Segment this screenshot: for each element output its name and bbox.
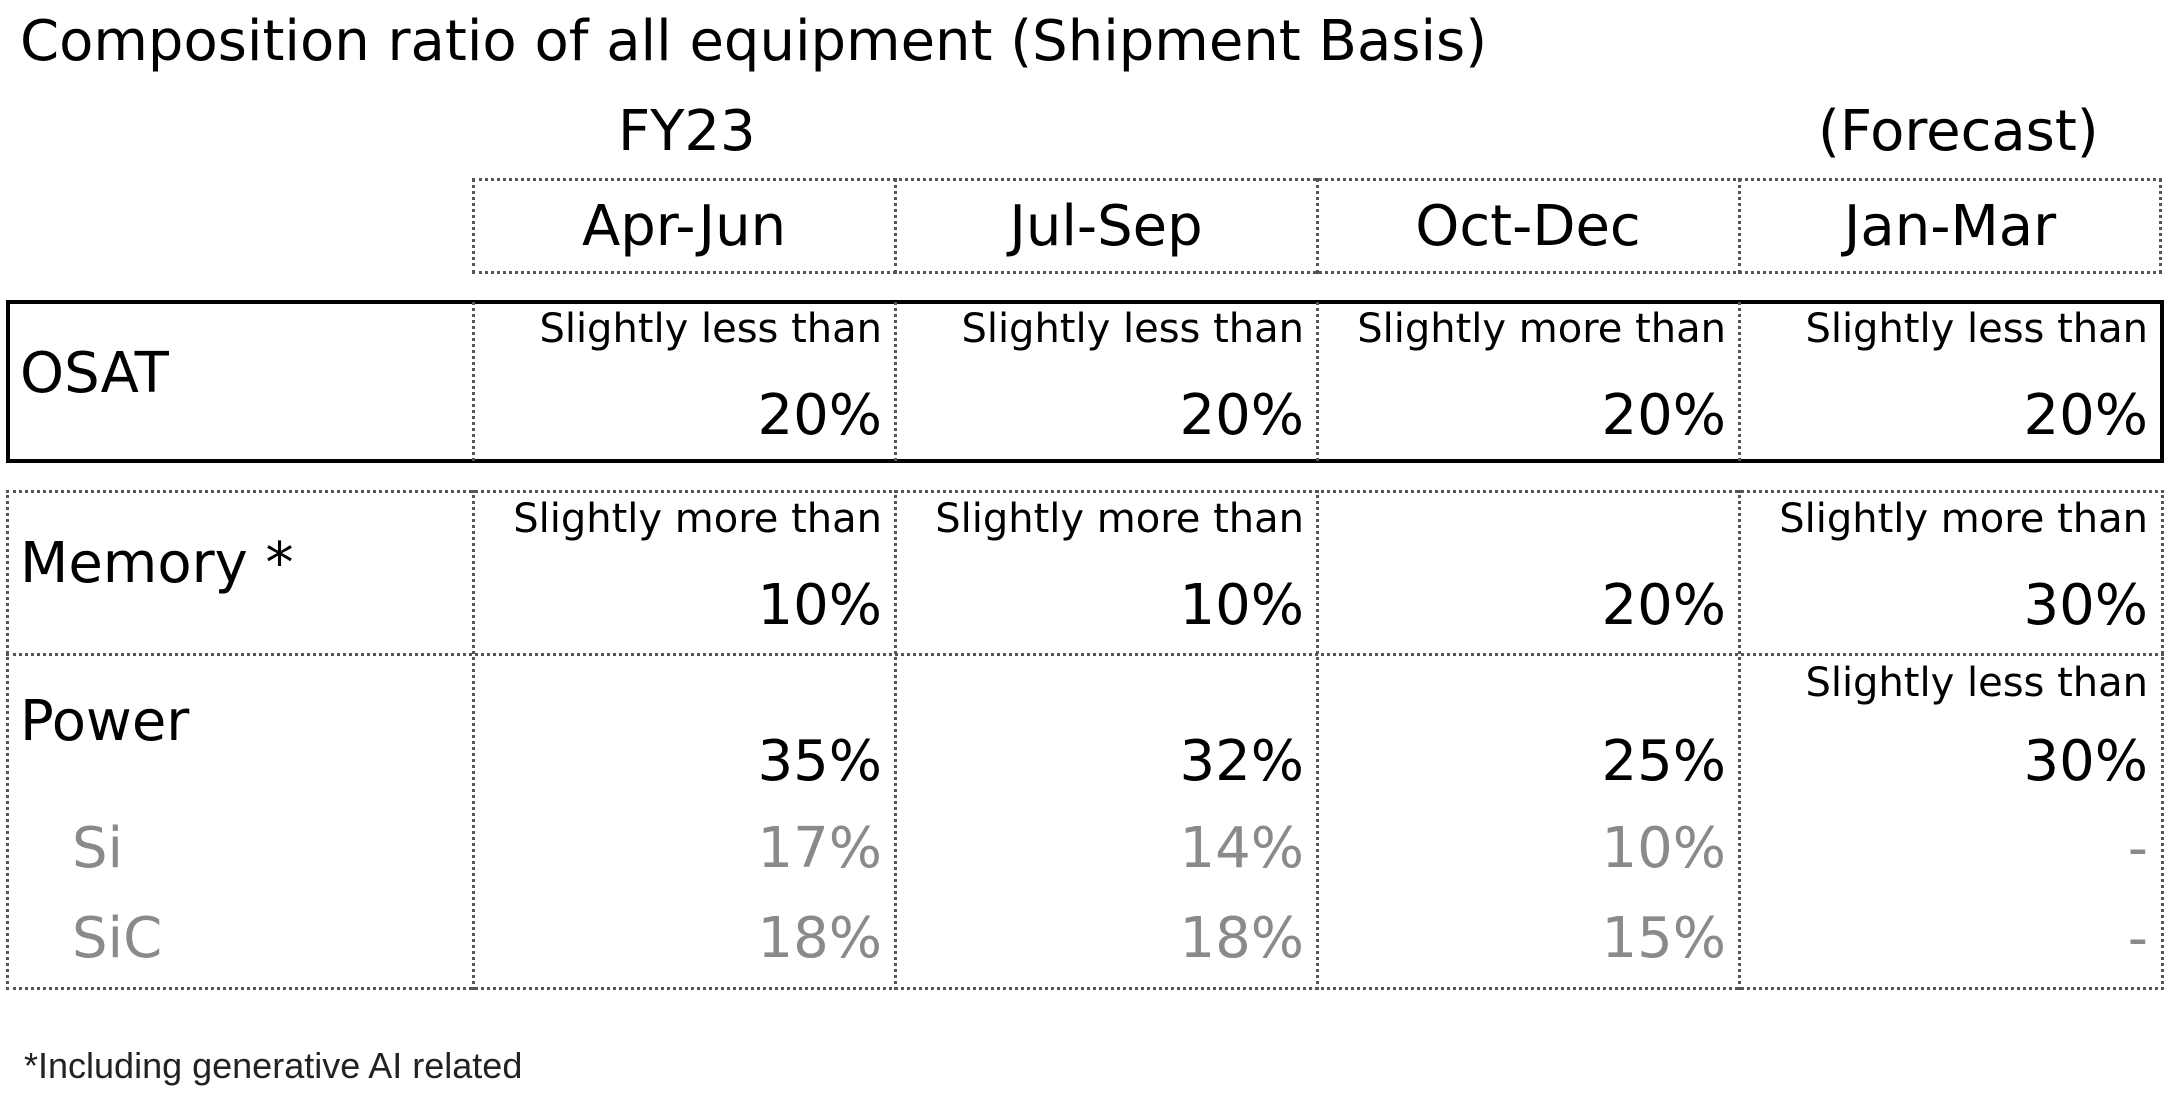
power-value: 25%	[1601, 729, 1726, 794]
osat-value: 20%	[1179, 383, 1304, 448]
column-divider	[894, 178, 897, 274]
column-divider	[1316, 302, 1319, 461]
memory-value: 10%	[1179, 573, 1304, 638]
column-divider	[1738, 302, 1741, 461]
osat-label: OSAT	[20, 341, 169, 406]
memory-value: 10%	[757, 573, 882, 638]
fiscal-year-label: FY23	[618, 99, 756, 164]
row-divider	[6, 653, 2164, 656]
column-divider	[894, 302, 897, 461]
column-divider	[1738, 178, 1741, 274]
memory-power-block	[6, 490, 2164, 990]
memory-qualifier: Slightly more than	[1779, 496, 2148, 542]
si-value: 10%	[1601, 816, 1726, 881]
memory-qualifier: Slightly more than	[513, 496, 882, 542]
osat-qualifier: Slightly less than	[1805, 306, 2148, 352]
osat-value: 20%	[757, 383, 882, 448]
memory-label: Memory *	[20, 531, 294, 596]
column-divider	[472, 302, 475, 461]
osat-row	[6, 300, 2164, 463]
forecast-label: (Forecast)	[1818, 99, 2099, 164]
osat-qualifier: Slightly more than	[1357, 306, 1726, 352]
power-label: Power	[20, 689, 190, 754]
column-header-jan-mar: Jan-Mar	[1843, 193, 2057, 259]
column-divider	[1316, 178, 1319, 274]
si-value: -	[2127, 816, 2148, 881]
power-qualifier: Slightly less than	[1805, 660, 2148, 706]
column-divider	[1738, 490, 1741, 990]
si-value: 14%	[1179, 816, 1304, 881]
osat-value: 20%	[1601, 383, 1726, 448]
power-value: 30%	[2023, 729, 2148, 794]
osat-qualifier: Slightly less than	[539, 306, 882, 352]
si-label: Si	[72, 816, 124, 881]
column-divider	[894, 490, 897, 990]
memory-value: 30%	[2023, 573, 2148, 638]
sic-value: 18%	[1179, 906, 1304, 971]
page-title: Composition ratio of all equipment (Ship…	[20, 9, 1488, 74]
column-divider	[472, 490, 475, 990]
sic-label: SiC	[72, 906, 163, 971]
memory-value: 20%	[1601, 573, 1726, 638]
column-header-jul-sep: Jul-Sep	[1009, 193, 1203, 259]
column-header-apr-jun: Apr-Jun	[581, 193, 787, 259]
power-value: 35%	[757, 729, 882, 794]
power-value: 32%	[1179, 729, 1304, 794]
si-value: 17%	[757, 816, 882, 881]
osat-qualifier: Slightly less than	[961, 306, 1304, 352]
footnote: *Including generative AI related	[24, 1045, 523, 1086]
osat-value: 20%	[2023, 383, 2148, 448]
sic-value: 18%	[757, 906, 882, 971]
column-divider	[1316, 490, 1319, 990]
sic-value: -	[2127, 906, 2148, 971]
sic-value: 15%	[1601, 906, 1726, 971]
column-header-oct-dec: Oct-Dec	[1415, 193, 1641, 259]
memory-qualifier: Slightly more than	[935, 496, 1304, 542]
